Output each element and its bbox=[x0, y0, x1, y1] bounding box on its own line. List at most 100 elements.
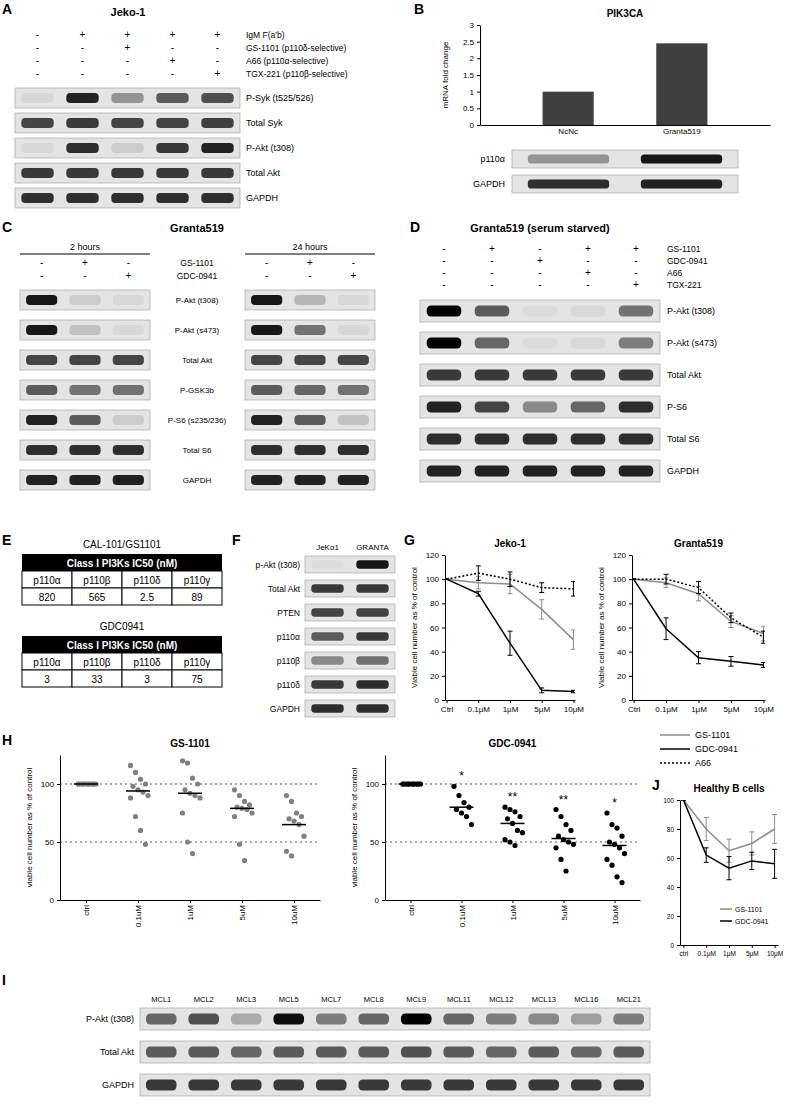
error-cap bbox=[761, 667, 765, 668]
lane-label: MCL8 bbox=[364, 995, 384, 1004]
legend-swatch bbox=[720, 908, 732, 910]
blot-strip bbox=[245, 320, 375, 340]
band bbox=[427, 402, 462, 413]
band bbox=[619, 402, 654, 413]
tick-label: 100 bbox=[366, 780, 380, 789]
blot-label: p110δ bbox=[277, 680, 300, 690]
tick-mark bbox=[775, 945, 776, 948]
error-cap bbox=[749, 831, 754, 832]
band bbox=[316, 1047, 347, 1058]
band bbox=[443, 1014, 474, 1025]
tick: ctrl bbox=[680, 945, 689, 957]
treatment-sign: + bbox=[489, 243, 495, 254]
point bbox=[185, 839, 190, 844]
lane-label: MCL7 bbox=[321, 995, 341, 1004]
tick-label: 40 bbox=[667, 884, 675, 891]
band bbox=[641, 155, 722, 164]
error-cap bbox=[539, 692, 544, 693]
tick: 0 bbox=[470, 121, 480, 130]
tick: 1μM bbox=[723, 945, 736, 958]
treatment-sign: - bbox=[40, 270, 43, 281]
treatment-sign: + bbox=[537, 255, 543, 266]
tick-label: 5μM bbox=[534, 705, 550, 714]
band bbox=[571, 1014, 602, 1025]
blot-strip bbox=[305, 628, 395, 645]
band bbox=[201, 193, 233, 203]
band bbox=[427, 466, 462, 477]
point bbox=[469, 822, 474, 827]
band bbox=[427, 370, 462, 381]
tick-mark bbox=[382, 900, 385, 901]
blot-strip bbox=[420, 396, 660, 418]
tick-label: 0.5 bbox=[463, 104, 475, 113]
panel-letter: J bbox=[652, 777, 660, 793]
band bbox=[401, 1014, 432, 1025]
axis-title: Viable cell number as % of control bbox=[597, 567, 606, 688]
point bbox=[242, 858, 247, 863]
treatment-sign: - bbox=[538, 279, 541, 290]
tick: 0.1μM bbox=[468, 700, 491, 714]
treatment-sign: - bbox=[81, 42, 84, 53]
tick-label: 100 bbox=[41, 780, 55, 789]
point bbox=[185, 761, 190, 766]
axis-line bbox=[680, 801, 681, 946]
tick: NcNc bbox=[558, 125, 578, 136]
tick-label: Granta519 bbox=[663, 127, 701, 136]
table-value: 3 bbox=[144, 674, 150, 685]
tick-label: 0.1μM bbox=[468, 705, 491, 714]
point bbox=[232, 814, 237, 819]
point bbox=[138, 777, 143, 782]
tick-mark bbox=[699, 700, 700, 703]
point bbox=[138, 828, 143, 833]
tick-mark bbox=[477, 92, 480, 93]
point bbox=[607, 839, 612, 844]
blot-label: Total S6 bbox=[183, 446, 212, 455]
tick-label: 0.1uM bbox=[458, 905, 467, 928]
band bbox=[113, 325, 144, 335]
error-cap bbox=[728, 656, 733, 657]
band bbox=[231, 1080, 262, 1091]
table-title: CAL-101/GS1101 bbox=[83, 539, 162, 550]
band bbox=[356, 584, 388, 593]
tick-mark bbox=[382, 784, 385, 785]
tick-mark bbox=[442, 603, 445, 604]
point bbox=[249, 810, 254, 815]
lane-label: MCL2 bbox=[194, 995, 214, 1004]
band bbox=[231, 1047, 262, 1058]
treatment-sign: + bbox=[125, 42, 131, 53]
band bbox=[251, 355, 282, 365]
panel-letter: A bbox=[2, 1, 12, 17]
table-value: 820 bbox=[39, 592, 56, 603]
band bbox=[111, 193, 143, 203]
lane-label: MCL21 bbox=[617, 995, 641, 1004]
band bbox=[69, 325, 100, 335]
tick-mark bbox=[666, 700, 667, 703]
table-cell bbox=[172, 670, 222, 687]
tick: Ctrl bbox=[628, 700, 641, 714]
tick-label: 0 bbox=[50, 896, 55, 905]
band bbox=[358, 1047, 389, 1058]
tick-label: 60 bbox=[430, 624, 439, 633]
error-cap bbox=[508, 655, 513, 656]
tick-label: 10uM bbox=[290, 905, 299, 925]
tick-label: 1uM bbox=[509, 905, 518, 921]
band bbox=[273, 1080, 304, 1091]
blot-strip bbox=[20, 470, 150, 490]
legend-swatch bbox=[660, 762, 690, 764]
table-cell bbox=[122, 571, 172, 588]
chart-title: GS-1101 bbox=[170, 738, 210, 749]
tick: 120 bbox=[613, 551, 632, 560]
blot-strip bbox=[305, 676, 395, 693]
legend-label: A66 bbox=[695, 758, 711, 768]
tick: 40 bbox=[430, 648, 445, 657]
tick: 80 bbox=[430, 599, 445, 608]
tick-label: 80 bbox=[430, 599, 439, 608]
blot-strip bbox=[420, 300, 660, 322]
point bbox=[520, 830, 525, 835]
treatment-sign: - bbox=[634, 255, 637, 266]
blot-label: GAPDH bbox=[183, 476, 212, 485]
band bbox=[26, 475, 57, 485]
band bbox=[188, 1047, 219, 1058]
error-cap bbox=[664, 574, 669, 575]
tick: Ctrl bbox=[441, 700, 454, 714]
